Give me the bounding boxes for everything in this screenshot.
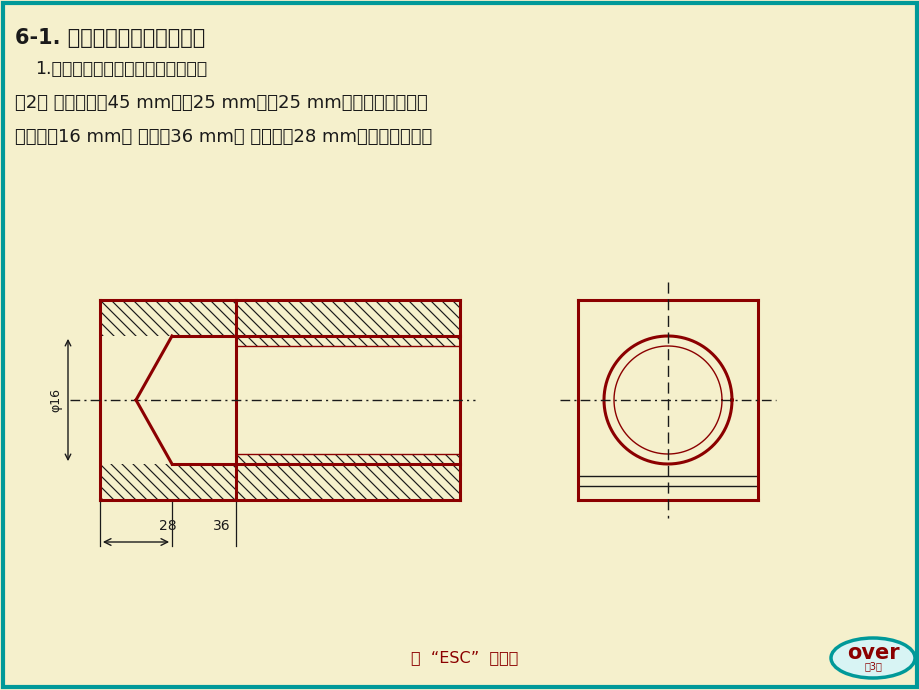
Ellipse shape (830, 638, 914, 678)
Text: 孔直径为16 mm， 钒深为36 mm， 螺孔深为28 mm盲孔两个视图。: 孔直径为16 mm， 钒深为36 mm， 螺孔深为28 mm盲孔两个视图。 (15, 128, 432, 146)
Text: 按  “ESC”  键退出: 按 “ESC” 键退出 (411, 651, 518, 665)
Bar (100, 336, 236, 464)
Bar (236, 346, 460, 454)
Text: 1.外螺纹、内螺纹及螺纹连接画法。: 1.外螺纹、内螺纹及螺纹连接画法。 (35, 60, 207, 78)
Text: over: over (845, 643, 899, 663)
Text: 6-1. 螺纹画法及尺寸标注练习: 6-1. 螺纹画法及尺寸标注练习 (15, 28, 205, 48)
Text: 第3页: 第3页 (863, 661, 881, 671)
Text: 28: 28 (159, 519, 176, 533)
Bar (100, 300, 460, 500)
Text: 36: 36 (213, 519, 231, 533)
Bar (577, 300, 757, 500)
Polygon shape (136, 336, 172, 464)
Text: φ16: φ16 (50, 388, 62, 412)
Text: （2） 画出在长为45 mm、宽25 mm、高25 mm铸铁块上，制出螺: （2） 画出在长为45 mm、宽25 mm、高25 mm铸铁块上，制出螺 (15, 94, 427, 112)
Bar (172, 336, 236, 464)
